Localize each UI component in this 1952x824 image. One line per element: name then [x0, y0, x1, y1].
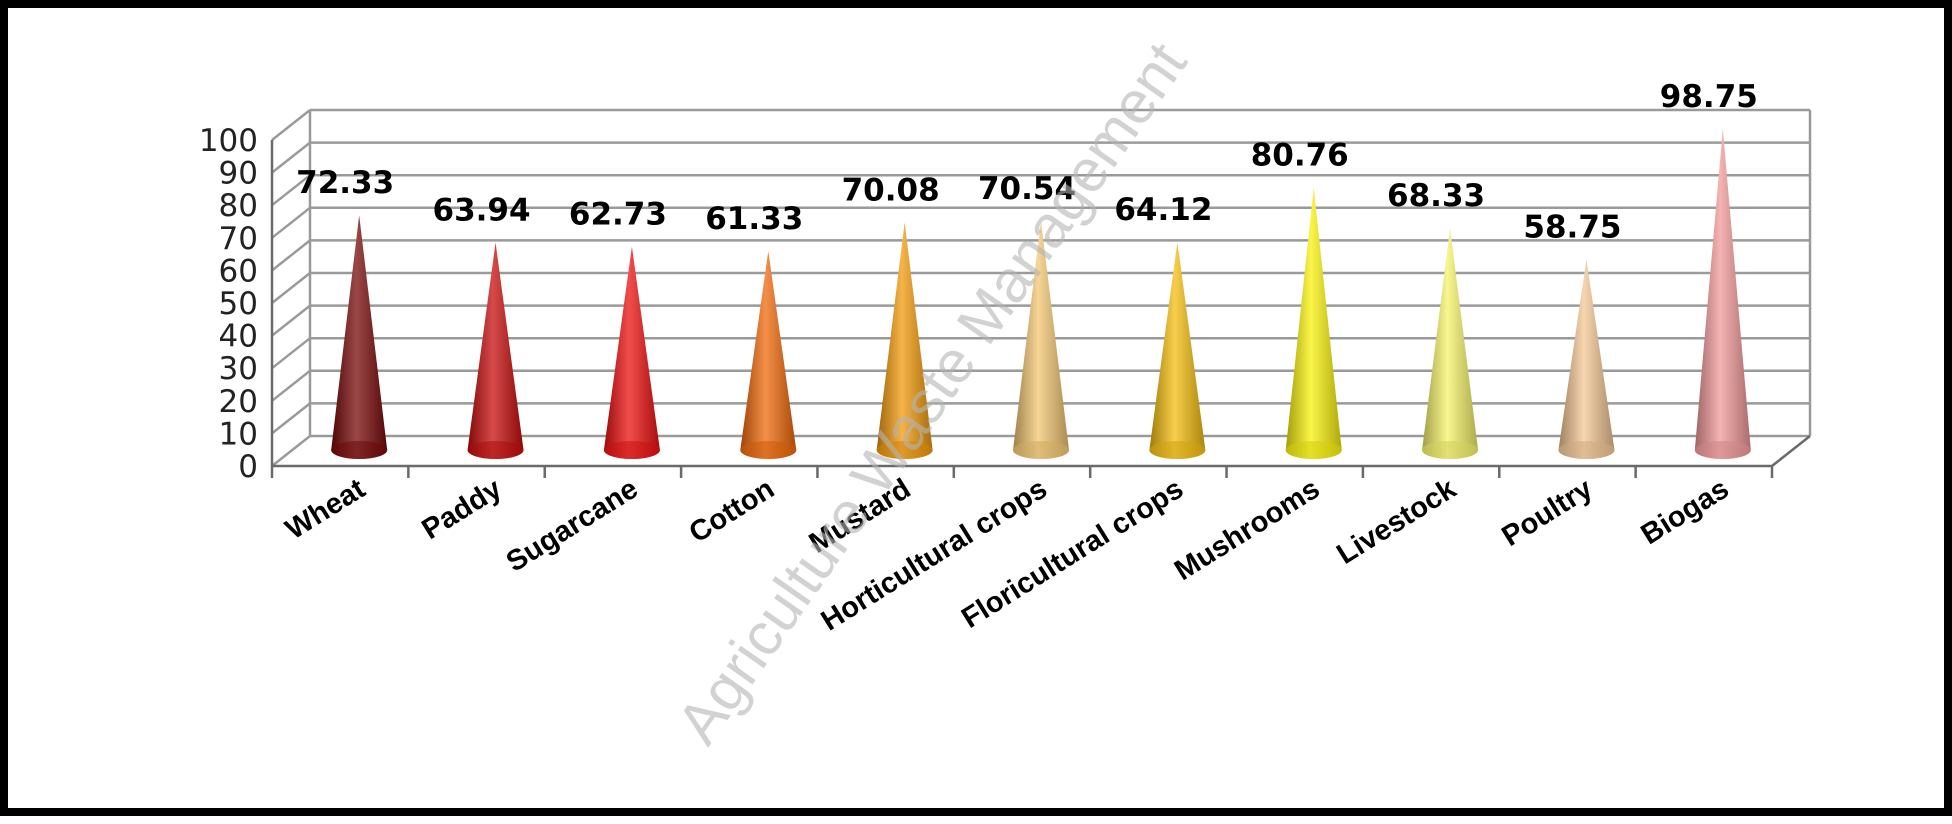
cone-base	[1558, 441, 1614, 459]
cone-body	[1149, 242, 1205, 459]
cone-base	[468, 441, 524, 459]
cone-body	[1422, 228, 1478, 459]
cone-livestock	[1422, 228, 1478, 459]
data-label-mustard: 70.08	[842, 173, 940, 209]
cone-base	[1286, 441, 1342, 459]
data-label-mushrooms: 80.76	[1251, 138, 1349, 174]
gridline-side	[272, 371, 310, 401]
data-label-paddy: 63.94	[433, 193, 531, 229]
cone-body	[468, 243, 524, 459]
cone-mushrooms	[1286, 188, 1342, 459]
gridline-side	[272, 338, 310, 368]
data-label-poultry: 58.75	[1523, 209, 1621, 245]
cone-base	[1013, 441, 1069, 459]
data-label-livestock: 68.33	[1387, 178, 1485, 214]
y-tick-label: 70	[219, 221, 258, 257]
y-tick-label: 90	[219, 156, 258, 192]
cone-biogas	[1695, 129, 1751, 459]
cone-base	[740, 441, 796, 459]
category-label-mushrooms: Mushrooms	[1169, 473, 1325, 587]
gridline-side	[272, 273, 310, 303]
category-label-biogas: Biogas	[1636, 473, 1735, 551]
cone-body	[740, 251, 796, 459]
cone-cotton	[740, 251, 796, 459]
cone-base	[1149, 441, 1205, 459]
y-tick-label: 40	[219, 319, 258, 355]
gridline-side	[272, 403, 310, 433]
data-label-floricultural-crops: 64.12	[1114, 192, 1212, 228]
data-label-biogas: 98.75	[1660, 79, 1758, 115]
y-tick-label: 30	[219, 351, 258, 387]
category-label-livestock: Livestock	[1331, 472, 1462, 570]
cone-body	[1695, 129, 1751, 459]
cone-base	[604, 441, 660, 459]
gridline-side	[272, 436, 310, 466]
cone-paddy	[468, 243, 524, 459]
gridline-side	[272, 306, 310, 336]
cone-body	[604, 247, 660, 459]
gridline-side	[272, 208, 310, 238]
cone-sugarcane	[604, 247, 660, 459]
cone-floricultural-crops	[1149, 242, 1205, 459]
data-label-wheat: 72.33	[296, 165, 394, 201]
category-label-sugarcane: Sugarcane	[501, 473, 644, 579]
cone-body	[1558, 259, 1614, 459]
gridline-side	[272, 240, 310, 270]
y-tick-label: 100	[199, 123, 258, 159]
y-tick-label: 80	[219, 188, 258, 224]
category-label-wheat: Wheat	[280, 473, 371, 546]
category-label-paddy: Paddy	[416, 473, 507, 546]
data-label-cotton: 61.33	[705, 201, 803, 237]
category-label-poultry: Poultry	[1496, 473, 1598, 553]
cone-poultry	[1558, 259, 1614, 459]
watermark-text: Agriculture Waste Management	[664, 30, 1200, 755]
cone-base	[331, 441, 387, 459]
y-tick-label: 10	[219, 416, 258, 452]
data-label-sugarcane: 62.73	[569, 197, 667, 233]
y-tick-label: 50	[219, 286, 258, 322]
y-tick-label: 60	[219, 253, 258, 289]
cone-base	[1695, 441, 1751, 459]
category-label-cotton: Cotton	[684, 473, 780, 550]
cone-base	[1422, 441, 1478, 459]
y-tick-label: 0	[238, 449, 258, 485]
y-tick-label: 20	[219, 384, 258, 420]
category-label-floricultural-crops: Floricultural crops	[956, 473, 1189, 635]
cone-body	[1286, 188, 1342, 459]
gridline-side	[272, 110, 310, 140]
